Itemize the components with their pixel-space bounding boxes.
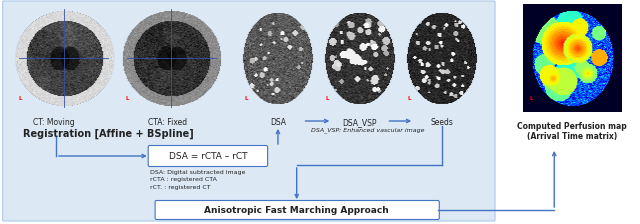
Text: Registration [Affine + BSpline]: Registration [Affine + BSpline] (23, 129, 194, 139)
Text: CT: Moving: CT: Moving (33, 118, 75, 127)
Text: L: L (326, 96, 330, 101)
Text: DSA_VSP: Enhanced vascular image: DSA_VSP: Enhanced vascular image (310, 127, 424, 133)
Text: DSA = rCTA – rCT: DSA = rCTA – rCT (169, 151, 247, 161)
Text: Anisotropic Fast Marching Approach: Anisotropic Fast Marching Approach (204, 205, 389, 215)
Text: L: L (125, 96, 129, 101)
Text: CTA: Fixed: CTA: Fixed (148, 118, 187, 127)
Text: Computed Perfusion map
(Arrival Time matrix): Computed Perfusion map (Arrival Time mat… (517, 122, 627, 141)
Text: L: L (408, 96, 412, 101)
Text: Seeds: Seeds (430, 118, 453, 127)
Text: DSA_VSP: DSA_VSP (342, 118, 377, 127)
Text: L: L (244, 96, 248, 101)
FancyBboxPatch shape (3, 1, 495, 221)
Text: L: L (18, 96, 22, 101)
FancyBboxPatch shape (155, 200, 439, 220)
Text: L: L (529, 96, 533, 101)
Text: DSA: DSA (270, 118, 286, 127)
Text: DSA: Digital subtracted image
rCTA : registered CTA
rCT. : registered CT: DSA: Digital subtracted image rCTA : reg… (150, 170, 245, 190)
FancyBboxPatch shape (148, 146, 268, 166)
